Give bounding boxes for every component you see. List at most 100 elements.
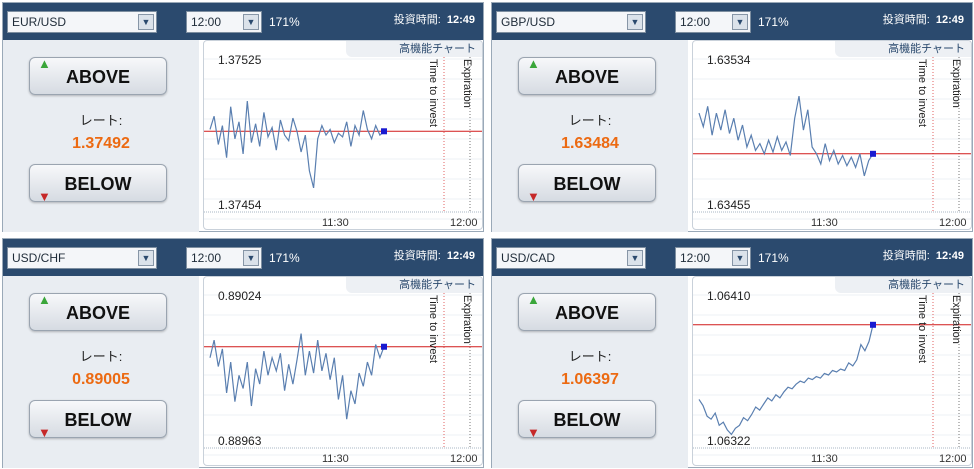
invest-time: 投資時間: 12:49 (883, 247, 964, 263)
price-chart: 1.37525 1.37454 11:30 12:00 Time to invest Ex… (203, 40, 483, 230)
expiry-time-select[interactable]: 12:00 ▼ (186, 11, 262, 33)
below-button-label: BELOW (64, 410, 132, 430)
arrow-down-icon: ▼ (38, 425, 51, 440)
invest-time-label: 投資時間: (882, 250, 930, 262)
pair-select[interactable]: USD/CAD ▼ (496, 247, 646, 269)
below-button[interactable]: BELOW ▼ (518, 400, 656, 440)
arrow-up-icon: ▲ (38, 292, 51, 307)
advanced-chart-link[interactable]: 高機能チャート (835, 41, 971, 57)
x-tick-label: 12:00 (939, 217, 967, 229)
rate-label: レート: (568, 349, 612, 364)
last-price-marker (870, 321, 876, 328)
below-button-label: BELOW (553, 174, 621, 194)
chevron-down-icon[interactable]: ▼ (243, 250, 259, 266)
advanced-chart-link[interactable]: 高機能チャート (346, 41, 482, 57)
below-button[interactable]: BELOW ▼ (518, 164, 656, 204)
price-chart: 1.06410 1.06322 11:30 12:00 Time to invest Ex… (692, 276, 972, 466)
pair-select-value: USD/CHF (12, 251, 66, 265)
invest-time: 投資時間: 12:49 (883, 11, 964, 27)
y-top-label: 0.89024 (218, 289, 262, 303)
y-bottom-label: 1.63455 (707, 198, 751, 212)
y-top-label: 1.63534 (707, 53, 751, 67)
arrow-up-icon: ▲ (527, 292, 540, 307)
above-button[interactable]: ▲ ABOVE (518, 293, 656, 331)
y-bottom-label: 1.06322 (707, 434, 751, 448)
rate-value: 1.63484 (561, 135, 619, 152)
panel-header: USD/CAD ▼ 12:00 ▼ 171% 投資時間: 12:49 (492, 239, 972, 276)
trade-panel-usdchf: USD/CHF ▼ 12:00 ▼ 171% 投資時間: 12:49 ▲ ABOV… (2, 238, 484, 468)
above-button[interactable]: ▲ ABOVE (29, 293, 167, 331)
expiry-time-select[interactable]: 12:00 ▼ (186, 247, 262, 269)
above-button[interactable]: ▲ ABOVE (518, 57, 656, 95)
trade-controls: ▲ ABOVE レート: 1.06397 BELOW ▼ (492, 276, 688, 468)
expiration-label: Expiration (950, 295, 962, 344)
expiry-time-value: 12:00 (191, 15, 222, 29)
below-button-label: BELOW (64, 174, 132, 194)
pair-select[interactable]: GBP/USD ▼ (496, 11, 646, 33)
trade-controls: ▲ ABOVE レート: 1.37492 BELOW ▼ (3, 40, 199, 232)
payout-percent: 171% (269, 15, 300, 29)
y-top-label: 1.37525 (218, 53, 262, 67)
chevron-down-icon[interactable]: ▼ (138, 14, 154, 30)
last-price-marker (381, 343, 387, 350)
chevron-down-icon[interactable]: ▼ (732, 14, 748, 30)
pair-select-value: USD/CAD (501, 251, 556, 265)
payout-percent: 171% (758, 251, 789, 265)
expiry-time-select[interactable]: 12:00 ▼ (675, 247, 751, 269)
price-chart-svg: 1.06410 1.06322 11:30 12:00 Time to invest Ex… (693, 289, 971, 465)
price-chart: 1.63534 1.63455 11:30 12:00 Time to invest Ex… (692, 40, 972, 230)
price-chart-svg: 1.63534 1.63455 11:30 12:00 Time to invest Ex… (693, 53, 971, 229)
advanced-chart-link[interactable]: 高機能チャート (835, 277, 971, 293)
pair-select[interactable]: USD/CHF ▼ (7, 247, 157, 269)
pair-select[interactable]: EUR/USD ▼ (7, 11, 157, 33)
below-button[interactable]: BELOW ▼ (29, 400, 167, 440)
price-chart: 0.89024 0.88963 11:30 12:00 Time to invest Ex… (203, 276, 483, 466)
expiry-time-value: 12:00 (191, 251, 222, 265)
last-price-marker (381, 128, 387, 135)
chevron-down-icon[interactable]: ▼ (732, 250, 748, 266)
invest-time-label: 投資時間: (393, 250, 441, 262)
x-tick-label: 11:30 (811, 217, 838, 229)
expiration-label: Expiration (461, 59, 473, 108)
expiration-label: Expiration (950, 59, 962, 108)
above-button-label: ABOVE (65, 303, 130, 323)
expiry-time-value: 12:00 (680, 251, 711, 265)
above-button[interactable]: ▲ ABOVE (29, 57, 167, 95)
arrow-down-icon: ▼ (38, 189, 51, 204)
invest-time-value: 12:49 (446, 14, 475, 26)
trade-panel-usdcad: USD/CAD ▼ 12:00 ▼ 171% 投資時間: 12:49 ▲ ABOV… (491, 238, 973, 468)
rate-label: レート: (79, 349, 123, 364)
trade-controls: ▲ ABOVE レート: 0.89005 BELOW ▼ (3, 276, 199, 468)
rate-label: レート: (568, 113, 612, 128)
expiry-time-select[interactable]: 12:00 ▼ (675, 11, 751, 33)
trade-panel-eurusd: EUR/USD ▼ 12:00 ▼ 171% 投資時間: 12:49 ▲ ABOV… (2, 2, 484, 232)
arrow-down-icon: ▼ (527, 425, 540, 440)
chevron-down-icon[interactable]: ▼ (627, 14, 643, 30)
rate-value: 1.06397 (561, 371, 619, 388)
time-to-invest-label: Time to invest (916, 59, 928, 127)
chevron-down-icon[interactable]: ▼ (138, 250, 154, 266)
invest-time-label: 投資時間: (882, 14, 930, 26)
arrow-down-icon: ▼ (527, 189, 540, 204)
invest-time-value: 12:49 (446, 250, 475, 262)
y-top-label: 1.06410 (707, 289, 751, 303)
below-button[interactable]: BELOW ▼ (29, 164, 167, 204)
above-button-label: ABOVE (554, 67, 619, 87)
invest-time-value: 12:49 (935, 14, 964, 26)
chevron-down-icon[interactable]: ▼ (627, 250, 643, 266)
above-button-label: ABOVE (554, 303, 619, 323)
panel-header: EUR/USD ▼ 12:00 ▼ 171% 投資時間: 12:49 (3, 3, 483, 40)
trade-controls: ▲ ABOVE レート: 1.63484 BELOW ▼ (492, 40, 688, 232)
panel-header: USD/CHF ▼ 12:00 ▼ 171% 投資時間: 12:49 (3, 239, 483, 276)
panel-header: GBP/USD ▼ 12:00 ▼ 171% 投資時間: 12:49 (492, 3, 972, 40)
pair-select-value: GBP/USD (501, 15, 556, 29)
advanced-chart-link[interactable]: 高機能チャート (346, 277, 482, 293)
payout-percent: 171% (758, 15, 789, 29)
chevron-down-icon[interactable]: ▼ (243, 14, 259, 30)
invest-time: 投資時間: 12:49 (394, 11, 475, 27)
last-price-marker (870, 150, 876, 157)
rate-label: レート: (79, 113, 123, 128)
x-tick-label: 12:00 (450, 453, 478, 465)
y-bottom-label: 1.37454 (218, 198, 262, 212)
time-to-invest-label: Time to invest (427, 59, 439, 127)
